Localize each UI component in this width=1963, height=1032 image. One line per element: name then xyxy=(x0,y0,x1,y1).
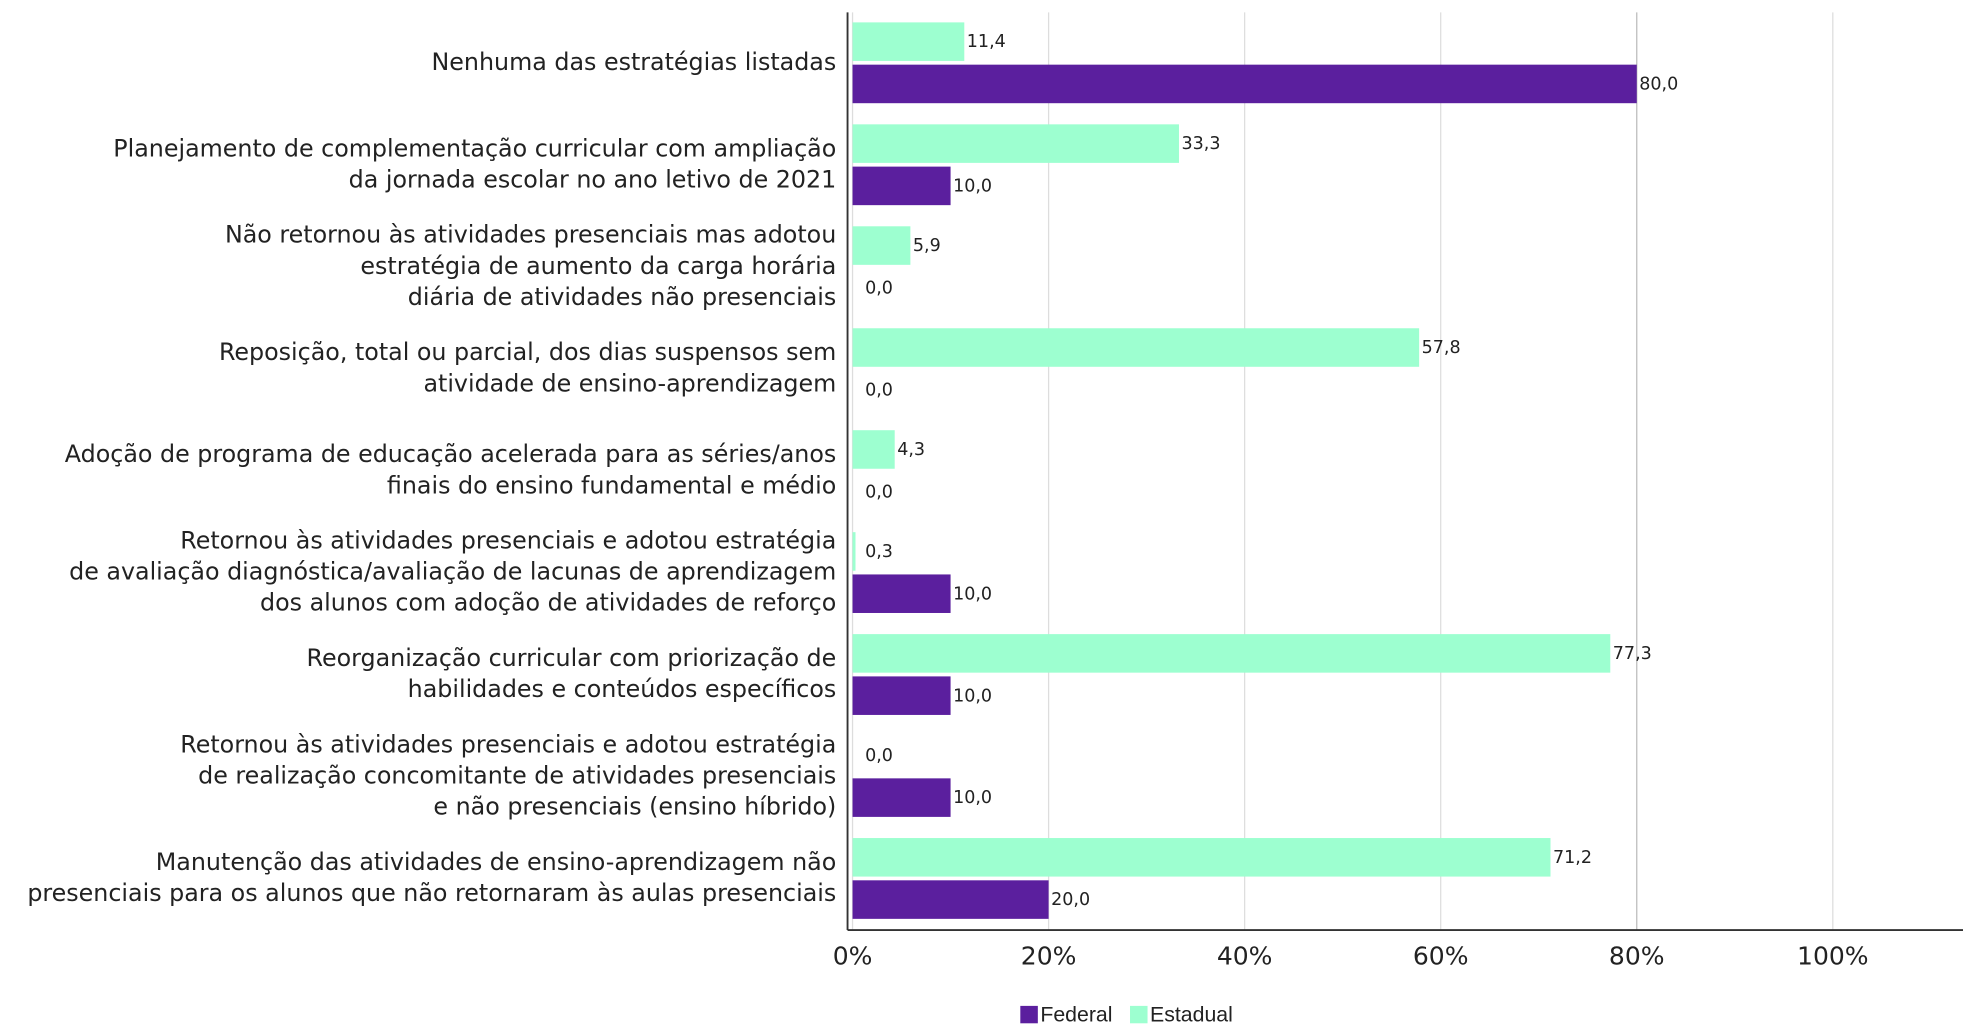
value-label: 0,0 xyxy=(865,278,893,298)
category-label: Retornou às atividades presenciais e ado… xyxy=(180,527,836,555)
value-label: 80,0 xyxy=(1639,75,1678,95)
value-label: 10,0 xyxy=(953,788,992,808)
category-label: presenciais para os alunos que não retor… xyxy=(27,879,836,907)
category-label: Manutenção das atividades de ensino-apre… xyxy=(156,848,836,876)
bar xyxy=(852,328,1420,367)
bar xyxy=(852,574,951,613)
bar xyxy=(852,64,1637,104)
bar xyxy=(852,778,951,817)
value-label: 57,8 xyxy=(1422,338,1461,358)
category-label: Nenhuma das estratégias listadas xyxy=(431,48,836,76)
x-tick-label: 0% xyxy=(833,941,873,970)
category-label: da jornada escolar no ano letivo de 2021 xyxy=(349,165,837,193)
category-label: Reposição, total ou parcial, dos dias su… xyxy=(219,338,836,366)
value-label: 10,0 xyxy=(953,584,992,604)
bar xyxy=(852,430,895,469)
bar xyxy=(852,676,951,715)
bar xyxy=(852,166,951,206)
value-label: 20,0 xyxy=(1051,890,1090,910)
category-label: finais do ensino fundamental e médio xyxy=(387,471,836,499)
value-label: 11,4 xyxy=(967,32,1006,52)
value-label: 71,2 xyxy=(1553,848,1592,868)
category-label: habilidades e conteúdos específicos xyxy=(408,675,837,703)
category-label: atividade de ensino-aprendizagem xyxy=(423,369,836,397)
x-tick-label: 100% xyxy=(1797,941,1869,970)
category-label: Adoção de programa de educação acelerada… xyxy=(65,440,836,468)
x-tick-label: 20% xyxy=(1021,941,1077,970)
bar xyxy=(852,22,965,61)
value-label: 0,0 xyxy=(865,380,893,400)
bar xyxy=(852,880,1049,919)
legend-swatch xyxy=(1130,1005,1148,1024)
value-label: 10,0 xyxy=(953,686,992,706)
bar xyxy=(852,124,1179,163)
x-tick-label: 40% xyxy=(1217,941,1273,970)
category-label: dos alunos com adoção de atividades de r… xyxy=(260,589,836,617)
category-label: Reorganização curricular com priorização… xyxy=(307,644,837,672)
category-label: de avaliação diagnóstica/avaliação de la… xyxy=(69,558,836,586)
x-tick-label: 80% xyxy=(1609,941,1665,970)
value-label: 0,0 xyxy=(865,482,893,502)
category-label: Não retornou às atividades presenciais m… xyxy=(225,221,836,249)
bar xyxy=(852,226,911,265)
category-label: estratégia de aumento da carga horária xyxy=(360,252,836,280)
value-label: 4,3 xyxy=(897,440,925,460)
value-label: 0,3 xyxy=(865,542,893,562)
category-label: diária de atividades não presenciais xyxy=(408,283,836,311)
x-tick-label: 60% xyxy=(1413,941,1469,970)
legend-swatch xyxy=(1020,1005,1038,1024)
bar xyxy=(852,532,856,571)
value-label: 0,0 xyxy=(865,746,893,766)
value-label: 10,0 xyxy=(953,177,992,197)
category-label: de realização concomitante de atividades… xyxy=(198,762,836,790)
value-label: 33,3 xyxy=(1181,134,1220,154)
bar xyxy=(852,838,1551,877)
bar xyxy=(852,634,1611,673)
category-label: e não presenciais (ensino híbrido) xyxy=(433,793,836,821)
legend-label: Federal xyxy=(1040,1003,1112,1026)
value-label: 77,3 xyxy=(1613,644,1652,664)
legend-label: Estadual xyxy=(1150,1003,1233,1026)
value-label: 5,9 xyxy=(913,236,941,256)
category-label: Retornou às atividades presenciais e ado… xyxy=(180,731,836,759)
category-label: Planejamento de complementação curricula… xyxy=(113,134,836,162)
